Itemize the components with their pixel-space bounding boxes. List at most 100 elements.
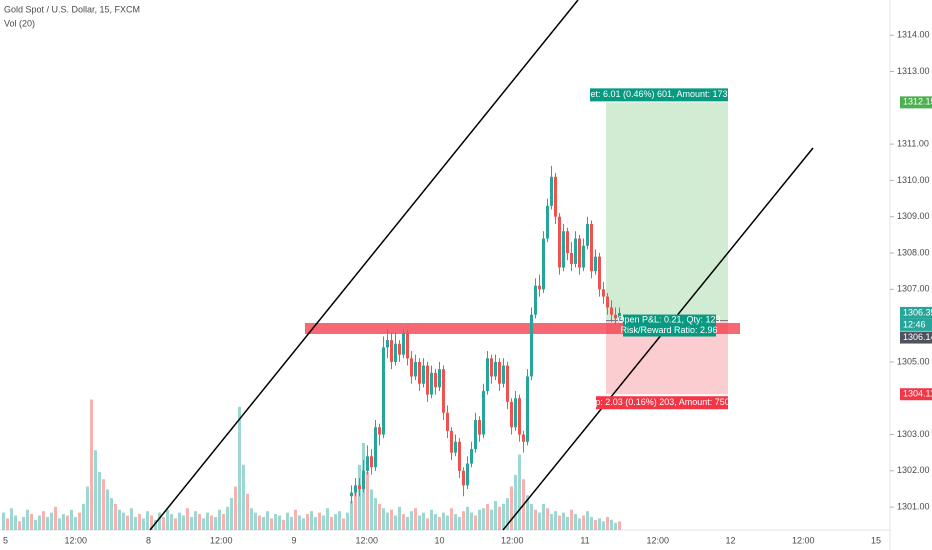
x-tick-label: 9 [291, 535, 296, 545]
candle-body [446, 412, 449, 431]
volume-bar [606, 516, 609, 530]
candle-body [382, 347, 385, 435]
volume-bar [462, 511, 465, 530]
volume-bar [574, 514, 577, 530]
target-label: Target: 6.01 (0.46%) 601, Amount: 1739.2… [573, 89, 745, 99]
volume-bar [310, 511, 313, 530]
candle-body [590, 223, 593, 272]
volume-bar [286, 512, 289, 530]
candle-body [498, 361, 501, 384]
volume-bar [10, 508, 13, 530]
volume-bar [278, 515, 281, 530]
candle-body [386, 340, 389, 348]
volume-bar [118, 509, 121, 530]
entry-price-box [900, 331, 932, 344]
volume-bar [586, 511, 589, 530]
volume-bar [322, 515, 325, 530]
candle-body [422, 365, 425, 384]
volume-bar [518, 454, 521, 530]
volume-bar [170, 514, 173, 530]
volume-bar [122, 512, 125, 530]
trend-line [149, 0, 579, 531]
volume-bar [126, 515, 129, 530]
support-zone [305, 323, 740, 334]
volume-bar [26, 509, 29, 530]
volume-bar [618, 521, 621, 530]
volume-bar [166, 509, 169, 530]
volume-bar [486, 503, 489, 530]
candle-body [418, 361, 421, 384]
stop-price-box [900, 388, 932, 401]
trend-line [502, 147, 814, 531]
candle-body [530, 314, 533, 377]
volume-bar [154, 519, 157, 530]
volume-bar [234, 486, 237, 530]
volume-bar [454, 514, 457, 530]
volume-bar [198, 514, 201, 530]
candle-body [406, 332, 409, 359]
volume-bar [498, 506, 501, 530]
volume-bar [386, 512, 389, 530]
candle-body [358, 485, 361, 489]
candle-body [362, 470, 365, 489]
volume-bar [258, 515, 261, 530]
volume-bar [414, 508, 417, 530]
candle-body [610, 307, 613, 315]
volume-bar [82, 503, 85, 530]
volume-bar [274, 514, 277, 530]
y-tick-label: 1302.00 [897, 465, 930, 475]
y-tick-label: 1303.00 [897, 429, 930, 439]
volume-bar [598, 518, 601, 530]
candle-body [486, 358, 489, 391]
volume-bar [402, 514, 405, 530]
volume-bar [566, 516, 569, 530]
target-price: 1312.15 [903, 97, 932, 107]
candle-body [414, 361, 417, 377]
volume-bar [442, 512, 445, 530]
volume-bar [482, 508, 485, 530]
volume-bar [186, 508, 189, 530]
candle-body [558, 216, 561, 268]
volume-bar [62, 514, 65, 530]
volume-bar [146, 511, 149, 530]
volume-bar [514, 474, 517, 530]
candle-body [514, 398, 517, 428]
volume-bar [614, 522, 617, 530]
candle-body [614, 314, 617, 319]
volume-bar [406, 516, 409, 530]
volume-bar [226, 506, 229, 530]
entry-price: 1306.14 [903, 332, 932, 342]
candle-body [538, 285, 541, 290]
volume-bar [54, 506, 57, 530]
volume-bar [270, 518, 273, 530]
volume-bar [578, 518, 581, 530]
candle-body [454, 441, 457, 453]
volume-bar [590, 516, 593, 530]
volume-bar [350, 501, 353, 530]
volume-bar [106, 489, 109, 530]
volume-bar [138, 514, 141, 530]
volume-bar [330, 516, 333, 530]
candle-body [582, 245, 585, 268]
target-price-box [900, 96, 932, 109]
last-price-box [900, 306, 932, 319]
candle-body [450, 430, 453, 453]
volume-bar [110, 498, 113, 530]
volume-bar [66, 515, 69, 530]
candle-body [378, 427, 381, 435]
volume-bar [434, 514, 437, 530]
volume-bar [570, 509, 573, 530]
volume-bar [366, 472, 369, 530]
candle-body [394, 343, 397, 362]
volume-bar [42, 511, 45, 530]
x-tick-label: 12:00 [210, 535, 233, 545]
y-tick-label: 1314.00 [897, 30, 930, 40]
volume-bar [38, 515, 41, 530]
volume-bar [450, 508, 453, 530]
candle-body [494, 361, 497, 377]
candle-body [474, 420, 477, 450]
volume-bar [494, 501, 497, 530]
volume-bar [382, 508, 385, 530]
candle-body [518, 398, 521, 435]
